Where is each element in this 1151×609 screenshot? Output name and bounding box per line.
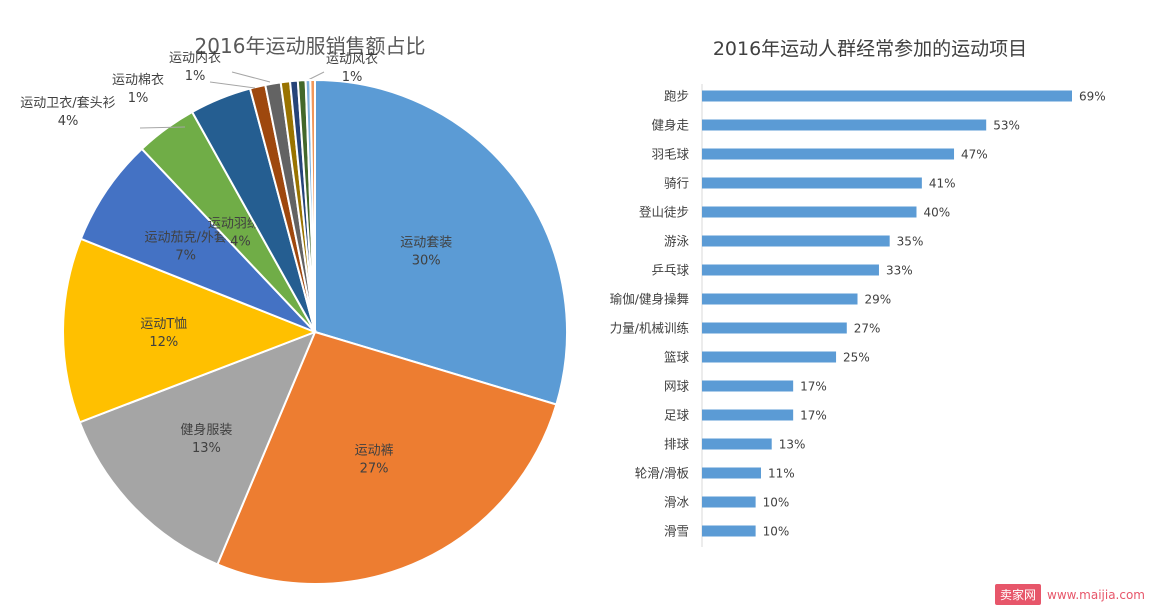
bar-13: [702, 467, 761, 479]
bar-category-label-8: 力量/机械训练: [610, 321, 690, 336]
bar-9: [702, 351, 837, 363]
pie-slice-label-6: 运动卫衣/套头衫: [20, 95, 115, 111]
pie-slice-label-4: 运动茄克/外套: [145, 229, 227, 245]
bar-category-label-13: 轮滑/滑板: [635, 466, 690, 481]
bar-value-label-4: 40%: [923, 206, 950, 220]
watermark: 卖家网 www.maijia.com: [994, 584, 1145, 605]
pie-slice-2: [78, 330, 317, 566]
watermark-badge: 卖家网: [994, 584, 1041, 605]
pie-slice-value-7: 1%: [128, 91, 149, 106]
bar-category-label-5: 游泳: [664, 234, 690, 249]
bar-value-label-7: 29%: [865, 293, 892, 307]
bar-value-label-3: 41%: [929, 177, 956, 191]
bar-4: [702, 206, 917, 218]
bar-category-label-6: 乒乓球: [651, 263, 689, 278]
bar-value-label-15: 10%: [763, 525, 790, 539]
bar-chart-title: 2016年运动人群经常参加的运动项目: [712, 38, 1028, 60]
bar-chart: 跑步 69% 健身走 53% 羽毛球 47% 骑行 41% 登山徒步 40% 游泳 35% 乒乓球 33%…: [610, 84, 1106, 547]
bar-value-label-1: 53%: [993, 119, 1020, 133]
bar-value-label-9: 25%: [843, 351, 870, 365]
bar-5: [702, 235, 890, 247]
bar-value-label-0: 69%: [1079, 90, 1106, 104]
bar-2: [702, 148, 955, 160]
pie-slice-1: [216, 330, 558, 585]
pie-slice-value-5: 4%: [230, 234, 251, 249]
pie-slice-value-8: 1%: [185, 69, 206, 84]
bar-value-label-10: 17%: [800, 380, 827, 394]
pie-leader-line-6: [139, 126, 186, 129]
pie-slice-value-2: 13%: [192, 441, 221, 456]
pie-slice-label-7: 运动棉衣: [112, 72, 164, 88]
bar-10: [702, 380, 794, 392]
bar-1: [702, 119, 987, 131]
bar-12: [702, 438, 772, 450]
bar-category-label-9: 篮球: [664, 350, 690, 365]
pie-slice-0: [314, 78, 568, 406]
pie-slice-label-2: 健身服装: [180, 422, 232, 438]
bar-6: [702, 264, 879, 276]
bar-category-label-7: 瑜伽/健身操舞: [610, 292, 689, 307]
bar-category-label-1: 健身走: [651, 118, 689, 133]
bar-value-label-14: 10%: [763, 496, 790, 510]
pie-slice-3: [62, 237, 318, 424]
bar-value-label-6: 33%: [886, 264, 913, 278]
bar-value-label-8: 27%: [854, 322, 881, 336]
bar-0: [702, 90, 1072, 102]
bar-value-label-2: 47%: [961, 148, 988, 162]
bar-value-label-13: 11%: [768, 467, 795, 481]
pie-slice-4: [79, 147, 316, 333]
bar-category-label-4: 登山徒步: [639, 205, 689, 220]
bar-category-label-10: 网球: [664, 379, 690, 394]
watermark-url: www.maijia.com: [1047, 587, 1145, 602]
bar-11: [702, 409, 794, 421]
pie-slice-value-0: 30%: [412, 253, 441, 268]
bar-14: [702, 496, 756, 508]
bar-category-label-12: 排球: [664, 437, 690, 452]
bar-15: [702, 525, 756, 537]
pie-slice-value-1: 27%: [360, 461, 389, 476]
pie-slice-label-1: 运动裤: [355, 443, 394, 458]
bar-category-label-15: 滑雪: [664, 524, 689, 539]
pie-slice-label-0: 运动套装: [400, 234, 452, 250]
pie-slice-value-6: 4%: [58, 114, 79, 129]
bar-category-label-2: 羽毛球: [651, 147, 689, 162]
pie-leader-line-7: [209, 81, 256, 89]
pie-slice-label-8: 运动内衣: [169, 50, 221, 66]
bar-value-label-5: 35%: [897, 235, 924, 249]
pie-slice-label-11: 运动风衣: [326, 51, 378, 67]
pie-slice-label-3: 运动T恤: [140, 317, 187, 332]
pie-chart: 运动套装30%运动裤27%健身服装13%运动T恤12%运动茄克/外套7%运动羽绒…: [20, 50, 568, 585]
bar-category-label-11: 足球: [664, 408, 690, 423]
bar-3: [702, 177, 922, 189]
bar-value-label-11: 17%: [800, 409, 827, 423]
pie-slice-value-3: 12%: [149, 335, 178, 350]
bar-category-label-14: 滑冰: [664, 495, 690, 510]
pie-slice-13: [309, 78, 316, 333]
pie-leader-line-8: [231, 71, 271, 83]
bar-7: [702, 293, 858, 305]
bar-category-label-3: 骑行: [664, 176, 689, 191]
pie-slice-value-11: 1%: [342, 70, 363, 85]
bar-category-label-0: 跑步: [664, 89, 689, 104]
bar-8: [702, 322, 847, 334]
pie-chart-title: 2016年运动服销售额占比: [194, 34, 426, 58]
bar-value-label-12: 13%: [779, 438, 806, 452]
pie-slice-value-4: 7%: [175, 248, 196, 263]
